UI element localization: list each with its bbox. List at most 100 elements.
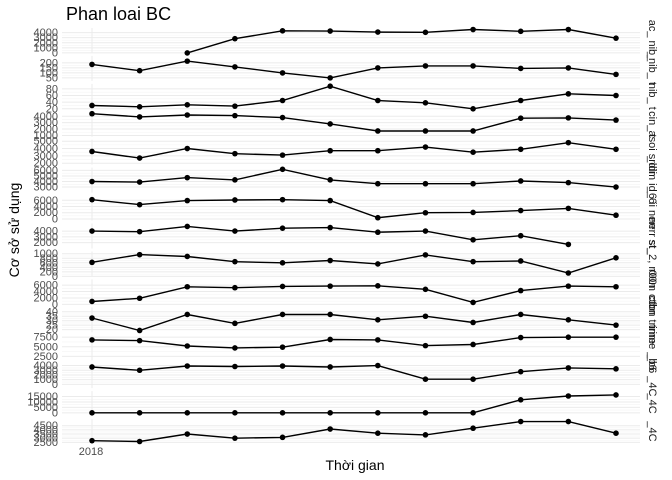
panel-14-data-point: [375, 410, 381, 416]
panel-13-data-point: [375, 362, 381, 369]
panel-10-data-point: [279, 283, 286, 290]
panel-7-data-point: [136, 201, 143, 208]
panel-7-data-point: [327, 197, 333, 204]
panel-9-data-point: [565, 270, 572, 276]
panel-14-y-tick-label: 15000: [27, 391, 58, 403]
panel-8-data-point: [89, 228, 95, 234]
panel-3-data-point: [279, 97, 286, 104]
panel-12-data-point: [613, 334, 619, 340]
panel-12-y-tick-label: 5000: [34, 341, 58, 353]
panel-1-y-tick-label: 4000: [34, 27, 58, 39]
panel-14-data-point: [517, 397, 524, 403]
panel-2-data-point: [232, 64, 238, 70]
panel-8-data-point: [422, 228, 429, 234]
panel-3-y-tick-label: 60: [46, 90, 58, 102]
panel-8-data-point: [565, 241, 572, 248]
panel-3-y-tick-label: 20: [46, 103, 58, 115]
panel-8-data-point: [136, 228, 143, 235]
panel-15-data-point: [422, 432, 429, 438]
panel-6-data-point: [136, 179, 143, 185]
panel-4-y-tick-label: 1000: [34, 130, 58, 142]
panel-13-strip-label: _b6 _4C: [646, 354, 658, 397]
panel-12-data-point: [422, 342, 429, 349]
panel-6-series-line: [91, 168, 617, 188]
panel-6-data-point: [565, 179, 572, 186]
panel-13-series-line: [91, 364, 617, 380]
panel-12-series-line: [91, 336, 616, 349]
panel-2-y-tick-label: 50: [46, 72, 58, 84]
panel-6-data-point: [89, 178, 95, 185]
panel-1-strip-label: ac_ nib_: [646, 20, 658, 62]
panel-3-data-point: [422, 100, 429, 106]
panel-4-y-tick-label: 4000: [34, 111, 58, 123]
panel-8-strip-label: nerr st_: [646, 217, 658, 255]
panel-9-y-tick-label: 600: [40, 257, 58, 269]
panel-14-data-point: [565, 393, 572, 399]
panel-13-y-tick-label: 0: [52, 379, 58, 391]
panel-15-data-point: [375, 430, 381, 436]
panel-13-y-tick-label: 2000: [34, 369, 58, 381]
panel-12-data-point: [136, 337, 143, 344]
panel-5-series-line: [91, 141, 617, 159]
panel-6-data-point: [422, 180, 429, 187]
panel-7-data-point: [613, 212, 619, 219]
panel-2-data-point: [279, 70, 286, 76]
panel-9-y-tick-label: 0: [52, 271, 58, 283]
panel-10-data-point: [517, 287, 524, 294]
panel-6-data-point: [279, 166, 286, 173]
panel-3-data-point: [89, 102, 95, 109]
panel-7-data-point: [232, 197, 238, 203]
panel-2-data-point: [327, 75, 333, 81]
panel-5-strip-label: asoi srldi: [646, 130, 658, 173]
panel-14-data-point: [89, 410, 95, 416]
panel-14-strip-label: _4C: [646, 393, 658, 414]
panel-4-data-point: [184, 112, 191, 118]
panel-9-data-point: [375, 261, 381, 267]
panel-1-y-tick-label: 3000: [34, 32, 58, 44]
panel-1-y-tick-label: 0: [52, 47, 58, 59]
panel-8-data-point: [327, 224, 333, 231]
panel-12-strip-label: trime _b6: [646, 325, 658, 371]
x-axis-title: Thời gian: [326, 457, 385, 473]
panel-1-data-point: [184, 50, 191, 56]
panel-11-series-line: [91, 313, 617, 332]
panel-1-data-point: [517, 28, 524, 35]
panel-11-y-tick-label: 20: [46, 324, 58, 336]
panel-6-data-point: [613, 184, 619, 190]
panel-4-data-point: [89, 110, 95, 117]
panel-15-data-point: [327, 426, 333, 432]
panel-12-data-point: [279, 344, 286, 350]
panel-14-y-tick-label: 0: [52, 407, 58, 419]
panel-11-data-point: [279, 311, 286, 318]
panel-2-data-point: [517, 65, 524, 72]
panel-8-data-point: [184, 223, 191, 230]
panel-14-data-point: [232, 410, 238, 416]
panel-7-strip-label: _6 ii nerr: [646, 186, 658, 230]
panel-4-series-line: [91, 113, 617, 132]
panel-10-y-tick-label: 6000: [34, 280, 58, 292]
panel-10-data-point: [565, 283, 572, 289]
panel-15-y-tick-label: 4500: [34, 420, 58, 432]
panel-9-data-point: [136, 251, 143, 258]
panel-2-data-point: [375, 65, 381, 71]
panel-9-y-tick-label: 400: [40, 262, 58, 274]
panel-13-data-point: [232, 363, 238, 370]
panel-7-data-point: [565, 205, 572, 212]
panel-4-y-tick-label: 3000: [34, 117, 58, 129]
panel-7-data-point: [422, 209, 429, 216]
panel-11-data-point: [89, 315, 95, 321]
panel-2-y-tick-label: 150: [40, 62, 58, 74]
panel-14-data-point: [136, 410, 143, 416]
panel-1-data-point: [375, 29, 381, 35]
panel-9-data-point: [232, 258, 238, 265]
panel-11-data-point: [232, 320, 238, 327]
chart-title: Phan loai BC: [66, 4, 171, 24]
